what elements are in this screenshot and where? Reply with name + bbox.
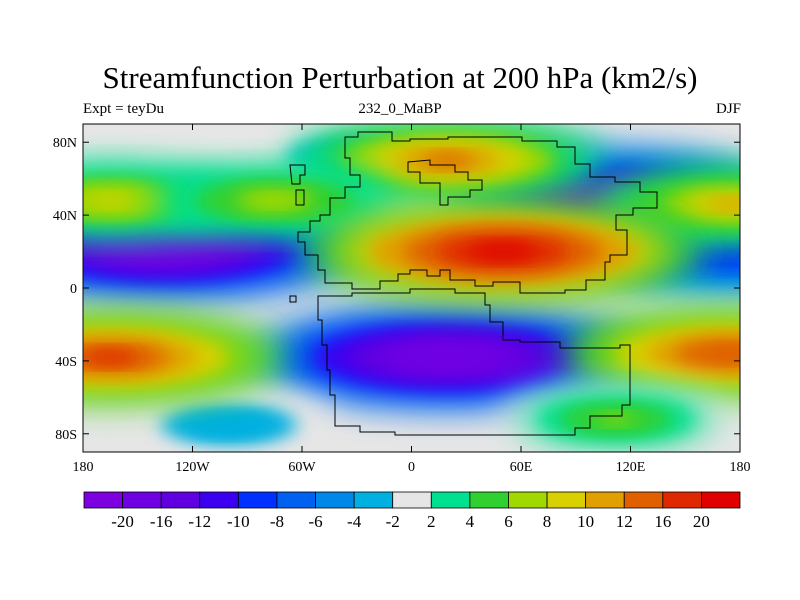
high-center-2-level-5 (707, 198, 740, 211)
colorbar-label: -4 (347, 512, 362, 531)
low-center-1-level-5 (131, 239, 199, 256)
colorbar-label: -16 (150, 512, 173, 531)
colorbar-box-15 (662, 491, 702, 509)
x-tick-label: 60E (510, 460, 533, 475)
colorbar-label: 2 (427, 512, 436, 531)
coastline-asia-peninsula (407, 159, 483, 206)
y-tick-label: 80S (55, 428, 77, 443)
x-tick-label: 120W (175, 460, 210, 475)
colorbar-box-13 (585, 491, 625, 509)
colorbar-box-10 (469, 491, 509, 509)
high-center-1-level-5 (88, 194, 133, 207)
colorbar-label: -10 (227, 512, 250, 531)
colorbar-box-11 (508, 491, 548, 509)
y-tick-label: 40S (55, 355, 77, 370)
coastlines (289, 131, 658, 436)
high-center-3-level-5 (254, 195, 295, 206)
colorbar-label: -12 (188, 512, 211, 531)
high-center-7-level-5 (596, 414, 636, 425)
colorbar-label: 4 (466, 512, 475, 531)
colorbar-box-8 (392, 491, 432, 509)
run-label: 232_0_MaBP (358, 101, 442, 117)
experiment-label: Expt = teyDu (83, 101, 164, 117)
coastline-pangaea-south (317, 288, 631, 436)
colorbar-box-3 (199, 491, 239, 509)
colorbar-box-1 (122, 491, 162, 509)
colorbar-label: 10 (577, 512, 594, 531)
high-center-4-level-5 (469, 243, 537, 260)
plot-area (83, 124, 740, 452)
x-tick-label: 60W (288, 460, 316, 475)
contour-field (83, 124, 740, 452)
coastline-pangaea-north (297, 131, 658, 294)
y-tick-label: 80N (53, 136, 77, 151)
colorbar-label: -6 (308, 512, 322, 531)
coastline-island-nw (289, 164, 306, 185)
y-axis-ticks: 80N 40N 0 40S 80S (53, 136, 740, 443)
colorbar-box-16 (701, 491, 741, 509)
season-label: DJF (715, 101, 741, 117)
coastline-island-w (295, 189, 305, 206)
colorbar-label: 8 (543, 512, 552, 531)
map-title: Streamfunction Perturbation at 200 hPa (… (102, 60, 698, 95)
colorbar-label: 6 (504, 512, 513, 531)
x-tick-label: 0 (408, 460, 415, 475)
colorbar-box-2 (160, 491, 201, 509)
low-center-3-level-5 (414, 349, 482, 366)
colorbar-box-5 (276, 491, 316, 509)
colorbar-box-12 (546, 491, 587, 509)
colorbar-box-4 (237, 491, 278, 509)
colorbar-box-14 (623, 491, 664, 509)
colorbar-label: 12 (616, 512, 633, 531)
coastline-island-small (289, 295, 297, 303)
high-center-6-level-5 (702, 346, 740, 361)
colorbar-label: -20 (111, 512, 134, 531)
low-center-5-level-5 (211, 420, 247, 430)
y-tick-label: 0 (70, 282, 77, 297)
x-axis-ticks: 180 120W 60W 0 60E 120E 180 (73, 124, 751, 475)
colorbar-box-0 (83, 491, 123, 509)
colorbar-box-6 (315, 491, 355, 509)
y-tick-label: 40N (53, 209, 77, 224)
x-tick-label: 120E (616, 460, 646, 475)
colorbar-label: 16 (654, 512, 671, 531)
colorbar-box-7 (353, 491, 394, 509)
x-tick-label: 180 (73, 460, 94, 475)
colorbar-label: -2 (386, 512, 400, 531)
colorbar-label: -8 (270, 512, 284, 531)
low-center-2-level-5 (707, 249, 740, 262)
colorbar-label: 20 (693, 512, 710, 531)
x-tick-label: 180 (730, 460, 751, 475)
colorbar-box-9 (430, 491, 471, 509)
colorbar: -20 -16 -12 -10 -8 -6 -4 -2 2 4 6 8 10 12 16 20 (83, 491, 741, 531)
high-center-5-level-5 (83, 350, 140, 365)
high-center-0-level-5 (421, 153, 475, 167)
